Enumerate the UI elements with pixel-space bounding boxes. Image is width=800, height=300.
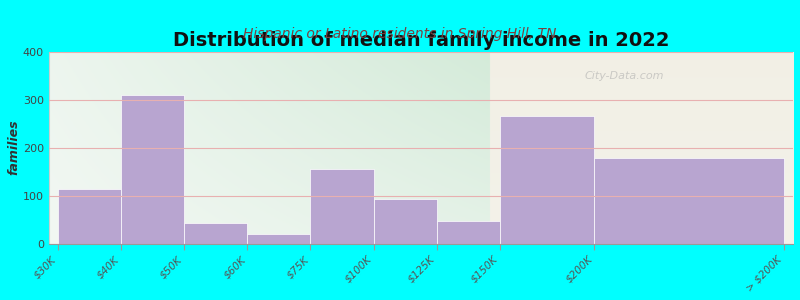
Bar	[122, 95, 184, 244]
Text: City-Data.com: City-Data.com	[585, 71, 664, 81]
Bar	[184, 223, 247, 244]
Bar	[374, 200, 437, 244]
Bar	[437, 221, 500, 244]
Title: Distribution of median family income in 2022: Distribution of median family income in …	[173, 31, 669, 50]
Bar	[58, 189, 122, 244]
Y-axis label: families: families	[7, 120, 20, 175]
Bar	[310, 169, 374, 244]
Bar	[594, 158, 783, 244]
Bar	[247, 234, 310, 244]
Text: Hispanic or Latino residents in Spring Hill, TN: Hispanic or Latino residents in Spring H…	[243, 27, 557, 41]
Bar	[500, 116, 594, 244]
